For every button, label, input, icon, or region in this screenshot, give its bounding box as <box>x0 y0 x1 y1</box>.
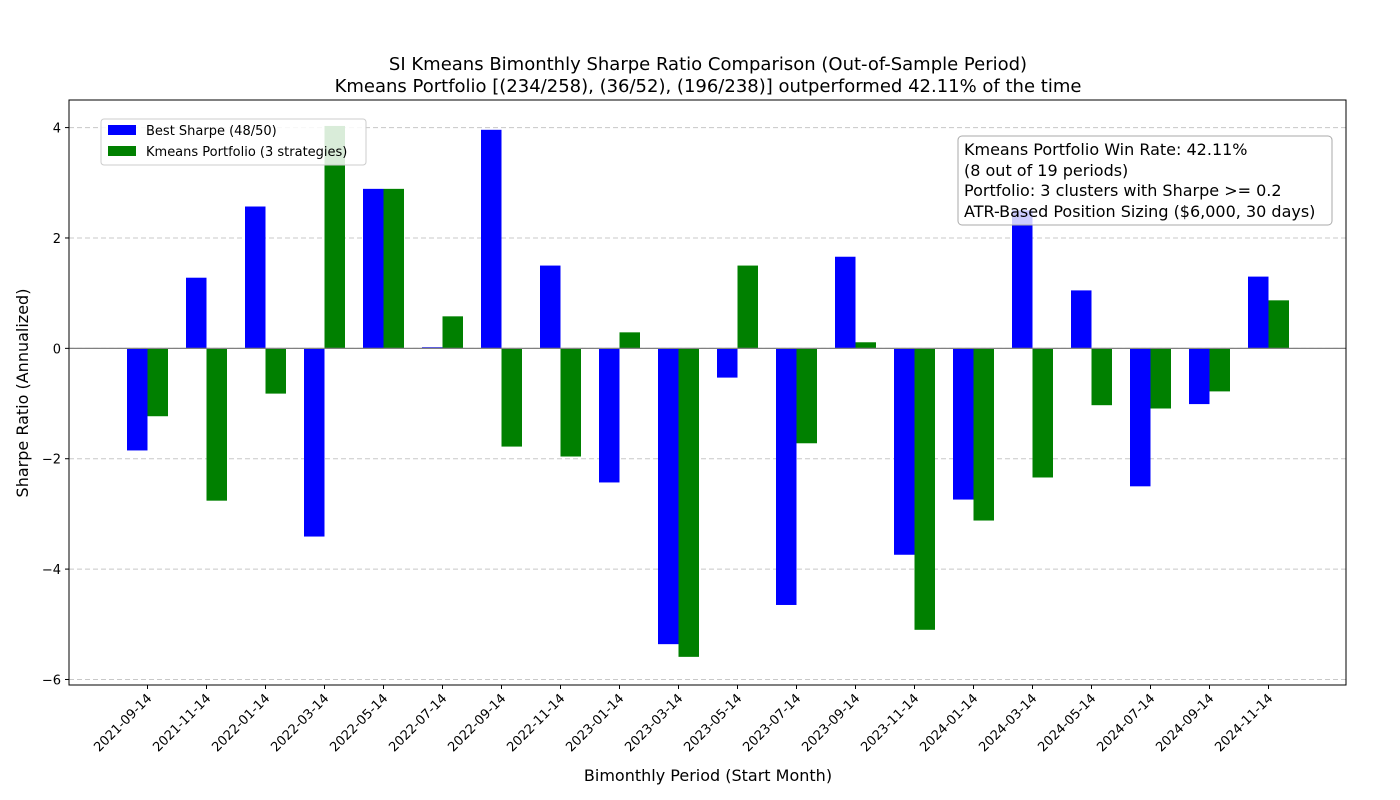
x-tick-label: 2021-11-14 <box>150 691 214 755</box>
best-sharpe-bar <box>1189 348 1210 405</box>
best-sharpe-bar <box>717 348 738 378</box>
kmeans-portfolio-bar <box>324 125 345 349</box>
kmeans-portfolio-bar <box>973 348 994 521</box>
y-axis-ticks: 4 2 0 −2 −4 −6 <box>42 122 69 688</box>
legend: Best Sharpe (48/50) Kmeans Portfolio (3 … <box>100 118 367 166</box>
kmeans-portfolio-bar <box>1268 300 1289 349</box>
kmeans-portfolio-bar <box>619 332 640 349</box>
best-sharpe-bar <box>1248 276 1269 349</box>
legend-label-best-sharpe: Best Sharpe (48/50) <box>146 124 277 139</box>
info-line-win-rate: Kmeans Portfolio Win Rate: 42.11% <box>964 140 1248 159</box>
kmeans-portfolio-bar <box>560 348 581 457</box>
x-tick-label: 2022-01-14 <box>209 691 273 755</box>
best-sharpe-bar <box>894 348 915 555</box>
y-tick-label: −4 <box>42 563 61 578</box>
kmeans-portfolio-bar <box>678 348 699 657</box>
kmeans-portfolio-bar <box>737 265 758 349</box>
best-sharpe-bar <box>1130 348 1151 487</box>
legend-label-kmeans-portfolio: Kmeans Portfolio (3 strategies) <box>146 145 347 160</box>
best-sharpe-bar <box>304 348 325 537</box>
kmeans-portfolio-bar <box>442 316 463 349</box>
legend-swatch-kmeans-portfolio <box>108 146 136 156</box>
x-tick-label: 2023-07-14 <box>740 691 804 755</box>
x-tick-label: 2022-05-14 <box>327 691 391 755</box>
y-axis-label: Sharpe Ratio (Annualized) <box>13 289 32 498</box>
x-tick-label: 2024-09-14 <box>1153 691 1217 755</box>
kmeans-portfolio-bar <box>914 348 935 630</box>
x-axis-label: Bimonthly Period (Start Month) <box>584 766 832 785</box>
info-line-periods: (8 out of 19 periods) <box>964 161 1128 180</box>
x-tick-label: 2024-05-14 <box>1035 691 1099 755</box>
x-tick-label: 2023-09-14 <box>799 691 863 755</box>
x-tick-label: 2022-09-14 <box>445 691 509 755</box>
kmeans-portfolio-bar <box>1209 348 1230 392</box>
x-tick-label: 2024-01-14 <box>917 691 981 755</box>
y-tick-label: −6 <box>42 673 61 688</box>
best-sharpe-bar <box>540 265 561 349</box>
best-sharpe-bar <box>127 348 148 451</box>
x-tick-label: 2022-07-14 <box>386 691 450 755</box>
x-tick-label: 2022-03-14 <box>268 691 332 755</box>
kmeans-portfolio-bar <box>265 348 286 394</box>
best-sharpe-bar <box>186 277 207 349</box>
x-tick-label: 2024-07-14 <box>1094 691 1158 755</box>
y-tick-label: 0 <box>53 342 61 357</box>
best-sharpe-bar <box>1071 290 1092 349</box>
best-sharpe-bar <box>481 129 502 349</box>
best-sharpe-bar <box>245 206 266 349</box>
plot-frame <box>68 99 1347 686</box>
y-tick-label: 4 <box>53 122 61 137</box>
legend-frame <box>100 118 367 166</box>
kmeans-portfolio-bar <box>383 188 404 349</box>
x-tick-label: 2022-11-14 <box>504 691 568 755</box>
best-sharpe-bar <box>363 188 384 349</box>
x-axis-ticks: 2021-09-142021-11-142022-01-142022-03-14… <box>91 685 1276 755</box>
kmeans-portfolio-bar <box>147 348 168 417</box>
bars <box>127 125 1289 657</box>
best-sharpe-bar <box>599 348 620 483</box>
best-sharpe-bar <box>776 348 797 605</box>
info-line-clusters: Portfolio: 3 clusters with Sharpe >= 0.2 <box>964 181 1282 200</box>
chart-title: SI Kmeans Bimonthly Sharpe Ratio Compari… <box>389 54 1027 75</box>
best-sharpe-bar <box>658 348 679 645</box>
x-tick-label: 2024-11-14 <box>1212 691 1276 755</box>
best-sharpe-bar <box>1012 210 1033 349</box>
kmeans-portfolio-bar <box>501 348 522 447</box>
info-box-frame <box>957 135 1333 226</box>
info-box: Kmeans Portfolio Win Rate: 42.11% (8 out… <box>957 135 1333 226</box>
kmeans-portfolio-bar <box>1032 348 1053 478</box>
best-sharpe-bar <box>953 348 974 500</box>
y-tick-label: 2 <box>53 232 61 247</box>
best-sharpe-bar <box>835 256 856 349</box>
y-tick-label: −2 <box>42 453 61 468</box>
kmeans-portfolio-bar <box>1091 348 1112 406</box>
x-tick-label: 2024-03-14 <box>976 691 1040 755</box>
kmeans-portfolio-bar <box>855 342 876 349</box>
x-tick-label: 2023-11-14 <box>858 691 922 755</box>
info-line-position-sizing: ATR-Based Position Sizing ($6,000, 30 da… <box>964 202 1315 221</box>
x-tick-label: 2023-03-14 <box>622 691 686 755</box>
chart-subtitle: Kmeans Portfolio [(234/258), (36/52), (1… <box>335 76 1082 97</box>
x-tick-label: 2021-09-14 <box>91 691 155 755</box>
x-tick-label: 2023-01-14 <box>563 691 627 755</box>
kmeans-portfolio-bar <box>1150 348 1171 409</box>
x-tick-label: 2023-05-14 <box>681 691 745 755</box>
kmeans-portfolio-bar <box>796 348 817 444</box>
legend-swatch-best-sharpe <box>108 125 136 135</box>
kmeans-portfolio-bar <box>206 348 227 501</box>
